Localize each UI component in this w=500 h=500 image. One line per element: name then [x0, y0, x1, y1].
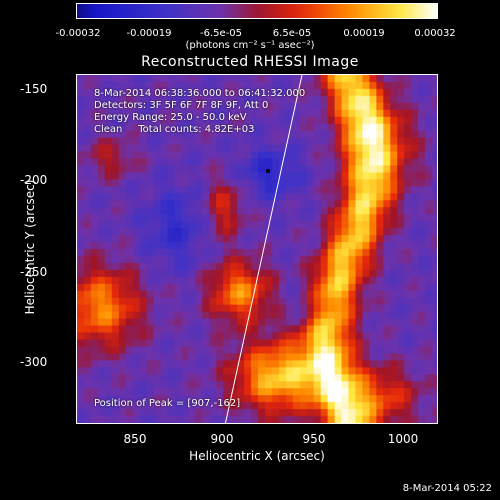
y-axis-label: Heliocentric Y (arcsec) — [23, 179, 37, 315]
colorbar-tick: -6.5e-05 — [200, 28, 242, 39]
colorbar — [76, 3, 438, 19]
colorbar-tick: -0.00032 — [55, 28, 101, 39]
info-peak-position: Position of Peak = [907,-162] — [94, 398, 241, 409]
x-tick-label: 850 — [123, 432, 147, 446]
colorbar-tick: 0.00019 — [343, 28, 385, 39]
chart-title: Reconstructed RHESSI Image — [141, 54, 359, 70]
info-detectors: Detectors: 3F 5F 6F 7F 8F 9F, Att 0 — [94, 100, 269, 111]
colorbar-units: (photons cm⁻² s⁻¹ asec⁻²) — [185, 40, 315, 51]
x-tick-label: 950 — [302, 432, 326, 446]
colorbar-tick: 6.5e-05 — [272, 28, 312, 39]
peak-marker — [266, 169, 270, 173]
solar-limb-line — [224, 75, 303, 423]
x-tick-label: 900 — [210, 432, 234, 446]
x-axis-label: Heliocentric X (arcsec) — [189, 449, 325, 463]
info-time-range: 8-Mar-2014 06:38:36.000 to 06:41:32.000 — [94, 88, 306, 99]
colorbar-tick: 0.00032 — [414, 28, 456, 39]
colorbar-tick: -0.00019 — [126, 28, 172, 39]
y-tick-label: -150 — [20, 82, 48, 96]
x-tick-label: 1000 — [387, 432, 419, 446]
info-clean-counts: Clean Total counts: 4.82E+03 — [94, 124, 255, 135]
heatmap-image — [77, 75, 437, 423]
limb-overlay — [224, 75, 303, 423]
plot-area: 8-Mar-2014 06:38:36.000 to 06:41:32.000 … — [76, 74, 438, 424]
y-tick-label: -200 — [20, 173, 48, 187]
y-tick-label: -300 — [20, 355, 48, 369]
plot-timestamp: 8-Mar-2014 05:22 — [402, 483, 492, 494]
y-tick-label: -250 — [20, 265, 48, 279]
info-energy-range: Energy Range: 25.0 - 50.0 keV — [94, 112, 247, 123]
